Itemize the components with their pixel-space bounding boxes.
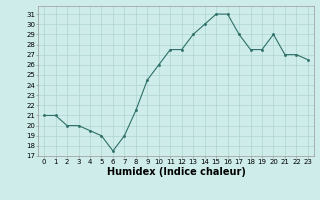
X-axis label: Humidex (Indice chaleur): Humidex (Indice chaleur) (107, 167, 245, 177)
